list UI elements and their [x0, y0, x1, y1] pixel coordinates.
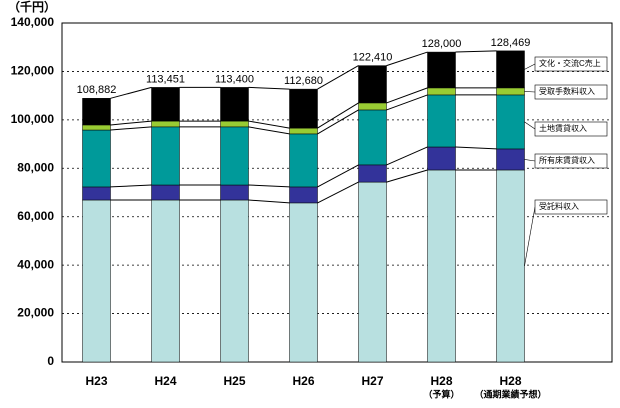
legend-leader	[524, 159, 536, 162]
connector	[110, 86, 152, 99]
legend-leader	[524, 63, 536, 70]
bar-segment	[496, 94, 525, 150]
bar-segment	[496, 87, 525, 96]
bar-segment	[358, 181, 387, 363]
connector	[248, 184, 290, 188]
y-tick-label: 40,000	[17, 257, 54, 271]
connector	[386, 87, 428, 104]
bar-segment	[358, 109, 387, 166]
connector	[455, 50, 497, 53]
bar-segment	[358, 102, 387, 111]
y-tick-label: 60,000	[17, 209, 54, 223]
bar-segment	[220, 87, 249, 122]
x-tick-label: H27	[361, 374, 383, 388]
legend-label: 受取手数料収入	[539, 86, 595, 96]
bar-segment	[151, 120, 180, 128]
x-tick-label: H23	[85, 374, 107, 388]
y-tick-label: 100,000	[11, 112, 55, 126]
bar-segment	[82, 98, 111, 126]
y-unit: （千円）	[8, 0, 56, 14]
bar-segment	[289, 202, 318, 363]
connector	[386, 94, 428, 111]
legend-leader	[524, 91, 536, 93]
legend-box	[534, 56, 608, 72]
legend-box	[534, 153, 608, 169]
bar-segment	[151, 184, 180, 201]
bar-segment	[220, 184, 249, 201]
total-label: 108,882	[77, 84, 117, 96]
plot-frame	[61, 22, 613, 363]
bar-segment	[220, 126, 249, 186]
bar-segment	[496, 50, 525, 89]
bar-segment	[82, 186, 111, 201]
y-tick-label: 20,000	[17, 306, 54, 320]
bar-segment	[289, 127, 318, 135]
bar-segment	[151, 87, 180, 122]
total-label: 113,451	[146, 73, 185, 85]
x-tick-label: H24	[154, 374, 176, 388]
connector	[248, 126, 290, 135]
x-tick-note: （予算）	[423, 388, 459, 399]
x-tick-label: H28	[499, 374, 521, 388]
bar-segment	[427, 94, 456, 148]
legend-label: 土地賃貸収入	[539, 123, 587, 133]
x-tick-label: H28	[430, 374, 452, 388]
connector	[386, 169, 428, 183]
bar-segment	[427, 51, 456, 89]
legend-label: 文化・交流C売上	[539, 58, 601, 68]
bar-segment	[220, 120, 249, 128]
bar-segment	[82, 199, 111, 363]
connector	[317, 109, 359, 135]
y-tick-label: 0	[47, 354, 54, 368]
y-tick-label: 120,000	[11, 64, 55, 78]
connector	[455, 146, 497, 150]
total-label: 112,680	[284, 75, 323, 87]
bar-segment	[289, 133, 318, 188]
legend-label: 受託料収入	[539, 201, 579, 211]
bar-segment	[427, 146, 456, 171]
connector	[317, 102, 359, 129]
legend-box	[534, 84, 608, 100]
connector	[317, 65, 359, 90]
bar-segment	[358, 164, 387, 183]
connector	[110, 120, 152, 126]
connector	[386, 51, 428, 67]
x-tick-label: H26	[292, 374, 314, 388]
connector	[317, 181, 359, 204]
bar-segment	[358, 65, 387, 104]
total-label: 128,000	[422, 38, 462, 50]
bar-segment	[289, 88, 318, 129]
bar-segment	[427, 87, 456, 96]
total-label: 113,400	[215, 73, 254, 85]
bar-segment	[82, 129, 111, 188]
y-tick-label: 140,000	[11, 15, 55, 29]
x-tick-note: （通期業績予想）	[474, 388, 546, 399]
connector	[317, 164, 359, 188]
bar-segment	[220, 199, 249, 363]
legend-box	[534, 199, 608, 215]
connector	[248, 199, 290, 204]
connector	[386, 146, 428, 166]
legend-label: 所有床賃貸収入	[539, 155, 595, 165]
total-label: 122,410	[353, 52, 393, 64]
connector	[110, 126, 152, 131]
legend-leader	[524, 206, 536, 267]
bar-segment	[496, 169, 525, 363]
bar-segment	[496, 148, 525, 171]
connector	[248, 86, 290, 90]
bar-segment	[289, 186, 318, 204]
bar-segment	[151, 199, 180, 363]
connector	[110, 184, 152, 188]
legend-leader	[524, 121, 536, 130]
bar-segment	[82, 124, 111, 131]
bar-segment	[427, 169, 456, 363]
total-label: 128,469	[491, 37, 531, 49]
y-tick-label: 80,000	[17, 160, 54, 174]
connector	[248, 120, 290, 129]
x-tick-label: H25	[223, 374, 245, 388]
legend-box	[534, 121, 608, 137]
bar-segment	[151, 126, 180, 186]
